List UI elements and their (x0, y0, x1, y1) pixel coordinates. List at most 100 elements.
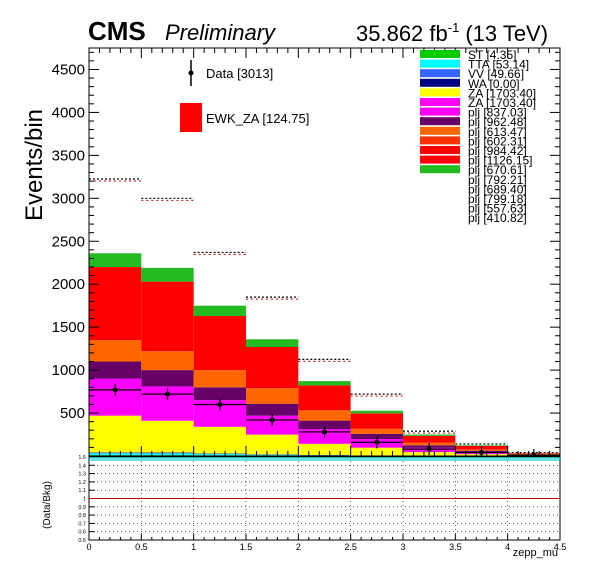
stack-bar-layer-8 (246, 346, 299, 389)
legend-swatch-8 (420, 126, 460, 135)
lumi-label: 35.862 fb-1 (13 TeV) (356, 20, 548, 46)
legend-label-12: plj [670.61] (468, 163, 527, 177)
stack-bar-layer-9 (193, 305, 246, 316)
ratio-y-tick-label: 0.5 (78, 538, 86, 544)
x-tick-label: 2.5 (344, 542, 357, 552)
legend-label-2: VV [49.66] (468, 67, 524, 81)
y-tick-label: 500 (60, 405, 85, 422)
legend-label-14: plj [689.40] (468, 182, 527, 196)
data-point (112, 387, 118, 393)
stack-bar-layer-9 (89, 253, 142, 268)
y-tick-label: 2000 (52, 276, 85, 293)
ratio-y-tick-label: 0.7 (78, 521, 86, 527)
data-point (479, 450, 484, 456)
legend-label-10: plj [984.42] (468, 144, 527, 158)
legend-label-9: plj [602.31] (468, 134, 527, 148)
ratio-y-label: (Data/Bkg) (42, 481, 53, 529)
x-tick-label: 0.5 (135, 542, 148, 552)
legend-swatch-10 (420, 146, 460, 154)
legend-swatch-1 (420, 59, 460, 68)
stack-bar-layer-4 (193, 426, 246, 454)
x-tick-label: 2 (296, 542, 301, 552)
y-axis-label: Events/bin (21, 109, 48, 221)
stack-bar-layer-1 (89, 453, 142, 456)
main-frame (88, 47, 561, 457)
stack-bar-layer-6 (89, 361, 142, 379)
stack-bar-layer-4 (350, 447, 403, 456)
legend-swatch-5 (420, 98, 460, 106)
stack-bar-layer-4 (89, 415, 142, 453)
legend-label-7: plj [962.48] (468, 115, 527, 129)
ratio-y-tick-label: 0.9 (78, 505, 86, 511)
legend-swatch-3 (420, 78, 460, 87)
preliminary-label: Preliminary (165, 20, 277, 45)
x-tick-label: 0 (86, 542, 91, 552)
data-point (165, 391, 170, 397)
stack-bar-layer-1 (141, 453, 194, 456)
legend-swatch-6 (420, 107, 460, 116)
legend-label-13: plj [792.21] (468, 173, 527, 187)
ratio-plot-area: 0.50.60.70.80.911.11.21.31.41.50 0.5 1 1.5 2… (78, 455, 566, 552)
x-tick-label: 3.5 (449, 542, 462, 552)
x-tick-label: 4 (505, 542, 510, 552)
stack-bar-layer-9 (246, 339, 299, 347)
stack-bar-layer-8 (141, 281, 194, 352)
y-tick-label: 4000 (52, 104, 85, 121)
stack-bar-layer-8 (193, 315, 246, 371)
main-plot-area: 500 1000 1500 2000 2500 3000 3500 4000 4500 Data … (52, 47, 561, 462)
stack-bar-layer-9 (350, 410, 403, 414)
y-tick-label: 1000 (52, 362, 85, 379)
legend-data-label: Data [3013] (206, 66, 273, 81)
y-tick-label: 2500 (52, 233, 85, 250)
x-tick-label: 1.5 (240, 542, 253, 552)
legend-swatch-12 (420, 165, 460, 174)
legend-swatch-11 (420, 155, 460, 164)
legend-label-1: TTA [53.14] (468, 58, 529, 72)
ratio-y-tick-label: 1.2 (78, 480, 86, 486)
stack-bar-layer-7 (350, 428, 403, 434)
ratio-y-tick-label: 1.1 (78, 488, 86, 494)
cms-label: CMS (88, 16, 146, 46)
stack-bar-layer-4 (246, 434, 299, 455)
ratio-y-tick-label: 1 (83, 497, 86, 503)
stack-bar-layer-6 (298, 420, 351, 430)
stack-bar-layer-7 (246, 388, 299, 404)
stack-bar-layer-7 (89, 340, 142, 362)
stack-bar-layer-9 (403, 434, 456, 436)
legend-label-5: ZA [1703.40] (468, 96, 536, 110)
stack-bar-layer-6 (141, 370, 194, 387)
legend-swatch-0 (420, 50, 460, 58)
legend-label-16: plj [557.63] (468, 202, 527, 216)
legend-ewk-swatch (180, 103, 202, 132)
stack-bar-layer-1 (193, 454, 246, 456)
legend-label-15: plj [799.18] (468, 192, 527, 206)
legend-swatch-7 (420, 117, 460, 126)
legend-label-4: ZA [1703.40] (468, 86, 536, 100)
legend-label-17: plj [410.82] (468, 211, 527, 225)
x-tick-label: 1 (191, 542, 196, 552)
x-tick-label: 4.5 (554, 542, 567, 552)
y-tick-label: 3000 (52, 190, 85, 207)
stack-bar-layer-9 (455, 445, 508, 446)
stack-bar-layer-6 (246, 403, 299, 416)
data-point (269, 417, 275, 423)
ratio-y-tick-label: 1.5 (78, 455, 86, 461)
ratio-top-strip (89, 457, 560, 461)
ratio-y-tick-label: 0.6 (78, 530, 86, 536)
stack-bar-layer-7 (141, 351, 194, 371)
y-tick-label: 3500 (52, 147, 85, 164)
legend-label-3: WA [0.00] (468, 77, 520, 91)
stack-bar-layer-7 (193, 370, 246, 388)
stack-bar-layer-1 (246, 454, 299, 456)
y-tick-label: 4500 (52, 61, 85, 78)
legend-label-11: plj [1126.15] (468, 154, 533, 168)
data-point (531, 452, 537, 458)
legend-swatch-4 (420, 88, 460, 97)
x-axis-label: zepp_mu (513, 547, 558, 559)
data-point (426, 446, 432, 452)
legend-label-0: ST [4.35] (468, 48, 516, 62)
stack-bar-layer-6 (193, 387, 246, 401)
legend-label-8: plj [613.47] (468, 125, 527, 139)
stack-bar-layer-8 (298, 385, 351, 411)
